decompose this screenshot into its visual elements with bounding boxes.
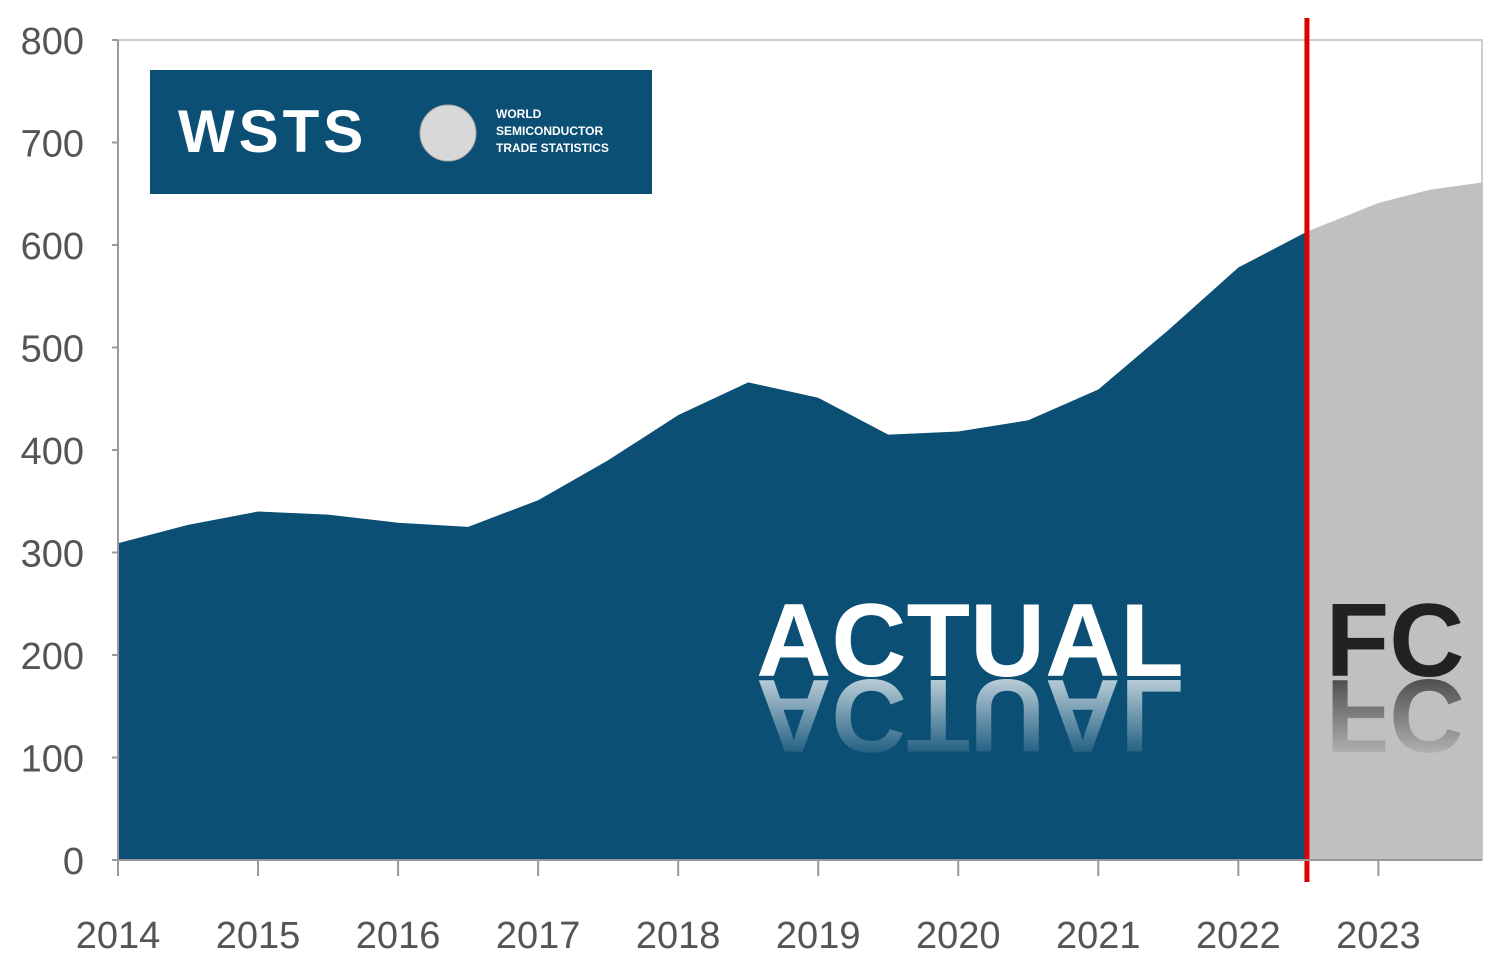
y-tick-label: 800: [21, 21, 84, 63]
areas: [118, 18, 1482, 882]
logo-globe: [419, 104, 477, 162]
x-tick-label: 2021: [1056, 915, 1141, 957]
x-tick-label: 2020: [916, 915, 1001, 957]
y-tick-label: 700: [21, 124, 84, 166]
logo-name: WSTS: [178, 98, 367, 165]
y-tick-label: 100: [21, 739, 84, 781]
x-tick-label: 2015: [216, 915, 301, 957]
y-tick-label: 300: [21, 534, 84, 576]
logo-line: SEMICONDUCTOR: [496, 124, 603, 138]
logo-box: [150, 70, 652, 194]
series-label-reflection-text: ACTUAL: [756, 657, 1183, 773]
logo-line: WORLD: [496, 107, 542, 121]
series-label: ACTUAL: [756, 583, 1183, 699]
logo-line: TRADE STATISTICS: [496, 141, 609, 155]
y-tick-label: 200: [21, 636, 84, 678]
series-label-reflection: FC: [1326, 657, 1465, 773]
axes: 0 100 200 300 400 500 600 700 800 2014 2015 2016 201…: [21, 21, 1482, 957]
y-tick-label: 600: [21, 226, 84, 268]
area: [1306, 182, 1482, 861]
logo: WSTS WORLD SEMICONDUCTOR TRADE STATISTIC…: [150, 70, 652, 194]
x-tick-label: 2022: [1196, 915, 1281, 957]
x-tick-label: 2016: [356, 915, 441, 957]
x-tick-label: 2014: [76, 915, 161, 957]
y-tick-label: 500: [21, 329, 84, 371]
y-tick-label: 400: [21, 431, 84, 473]
x-tick-label: 2019: [776, 915, 861, 957]
x-tick-label: 2018: [636, 915, 721, 957]
x-tick-label: 2023: [1336, 915, 1421, 957]
x-tick-label: 2017: [496, 915, 581, 957]
series-label-reflection: ACTUAL: [756, 657, 1183, 773]
area: [118, 231, 1307, 861]
series-label: FC: [1326, 583, 1465, 699]
y-tick-label: 0: [63, 841, 84, 883]
series-label-reflection-text: FC: [1326, 657, 1465, 773]
